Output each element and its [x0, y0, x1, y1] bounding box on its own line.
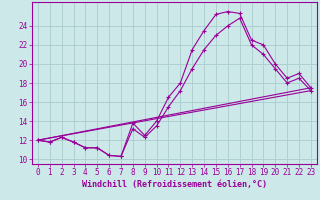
- X-axis label: Windchill (Refroidissement éolien,°C): Windchill (Refroidissement éolien,°C): [82, 180, 267, 189]
